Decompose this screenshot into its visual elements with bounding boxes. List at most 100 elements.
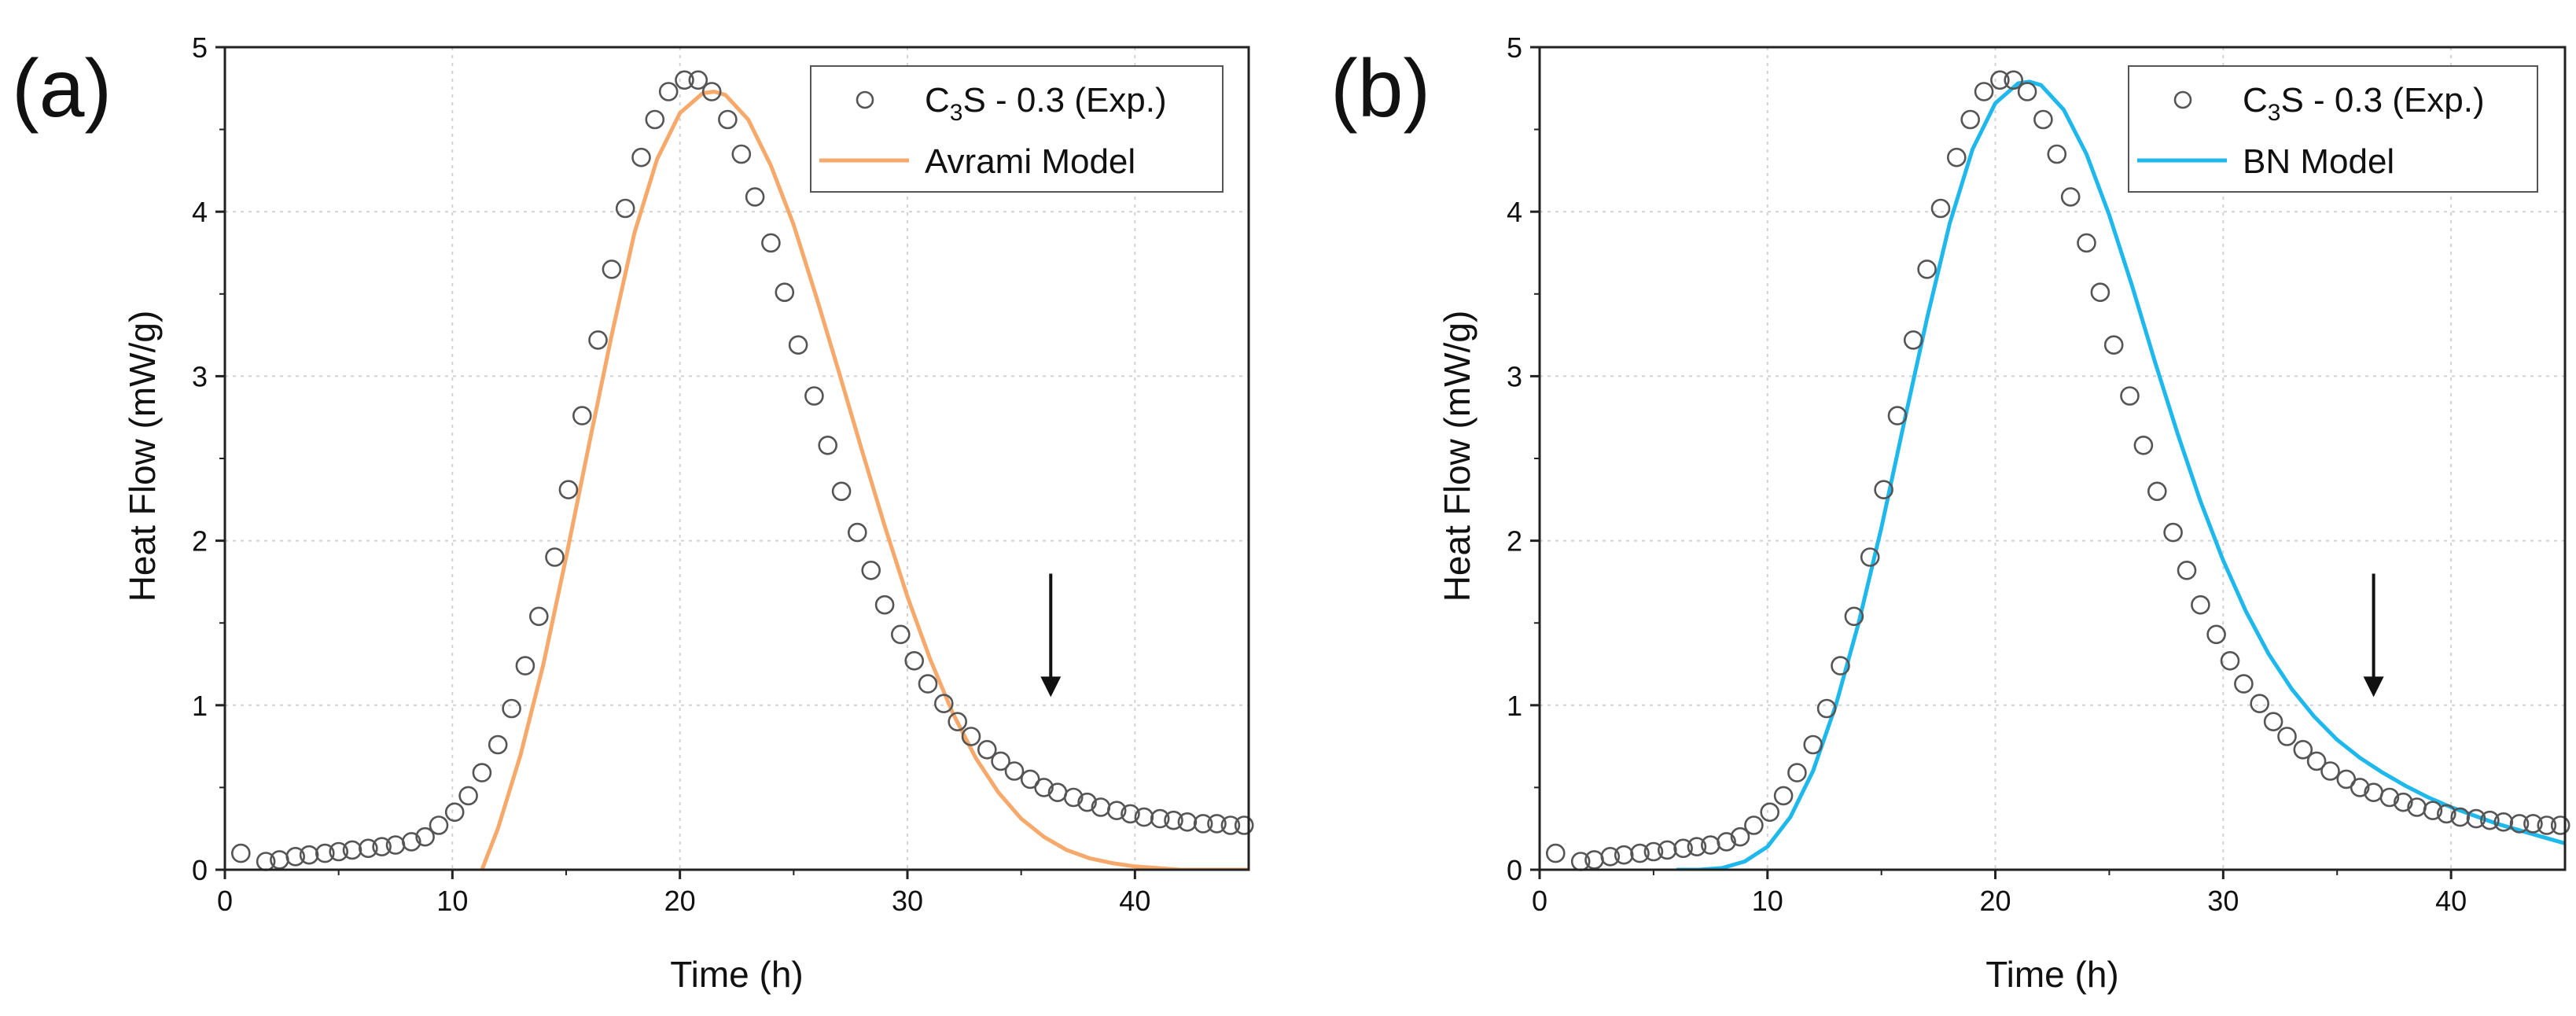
data-point: [2220, 650, 2240, 671]
arrow-annotation-b: [2363, 573, 2384, 698]
data-point: [2437, 804, 2456, 824]
panel-a: (a) 0 10 20 30 40 0 1 2 3 4 5 Time (h) Heat Flow (…: [12, 31, 1254, 995]
data-point: [1860, 547, 1880, 567]
data-point: [2103, 335, 2124, 355]
data-point: [1917, 260, 1937, 279]
data-point: [731, 144, 752, 164]
legend-b: C3S - 0.3 (Exp.) BN Model: [2128, 65, 2538, 193]
data-point: [602, 260, 622, 279]
data-point: [1974, 82, 1994, 101]
legend-box-b: [2128, 65, 2538, 193]
legend-exp-marker-b: [2173, 90, 2192, 109]
legend-exp-rest: S - 0.3 (Exp.): [962, 81, 1166, 120]
data-point: [2537, 815, 2557, 835]
legend-exp-rest: S - 0.3 (Exp.): [2280, 81, 2484, 120]
model-curve-b: [1676, 79, 2565, 870]
data-point: [2394, 792, 2413, 812]
data-point: [761, 233, 781, 253]
data-point: [358, 838, 378, 859]
exp-points-a: [230, 70, 1254, 871]
data-point: [874, 595, 895, 615]
data-point: [2523, 814, 2543, 834]
legend-exp-subscript: 3: [2268, 100, 2281, 126]
x-axis-title-b: Time (h): [1985, 954, 2119, 995]
data-point: [804, 386, 824, 406]
data-point: [1207, 814, 1227, 834]
data-point: [1730, 826, 1750, 847]
data-point: [444, 802, 465, 823]
data-point: [472, 763, 492, 782]
x-tick-label: 40: [2435, 885, 2467, 917]
data-point: [1903, 330, 1923, 350]
data-point: [2293, 739, 2313, 760]
data-point: [1234, 815, 1254, 835]
x-tick-label: 0: [1532, 885, 1547, 917]
data-point: [429, 815, 449, 835]
data-point: [2147, 481, 2167, 502]
data-point: [1004, 761, 1025, 781]
data-point: [230, 843, 251, 863]
data-point: [2120, 386, 2140, 406]
legend-model-label-b: BN Model: [2243, 142, 2394, 181]
x-tick-label: 40: [1119, 885, 1150, 917]
data-point: [342, 840, 362, 860]
data-point: [299, 845, 319, 865]
data-point: [2047, 144, 2067, 164]
data-point: [329, 841, 349, 862]
data-point: [918, 674, 938, 694]
data-point: [1717, 832, 1736, 852]
data-point: [372, 837, 392, 856]
x-axis-title-a: Time (h): [670, 954, 804, 995]
data-point: [588, 330, 608, 350]
legend-exp-label-b: C3S - 0.3 (Exp.): [2243, 81, 2485, 126]
data-point: [2320, 761, 2340, 781]
y-tick-label: 5: [1507, 31, 1522, 64]
legend-exp-c: C: [925, 81, 950, 120]
arrow-head: [2363, 676, 2384, 698]
y-axis-title-a: Heat Flow (mW/g): [122, 311, 163, 602]
data-point: [2480, 810, 2500, 830]
data-point: [1787, 763, 1807, 782]
data-point: [788, 335, 808, 355]
y-tick-label: 5: [192, 31, 208, 64]
data-point: [528, 606, 549, 627]
data-point: [948, 712, 967, 732]
x-tick-label: 20: [1980, 885, 2011, 917]
data-point: [401, 832, 421, 852]
data-point: [848, 522, 867, 543]
y-tick-label: 3: [192, 360, 208, 392]
data-point: [2350, 778, 2370, 797]
data-point: [502, 698, 521, 719]
data-point: [1658, 840, 1677, 860]
data-point: [631, 147, 651, 167]
data-point: [658, 82, 679, 101]
data-point: [1874, 480, 1893, 500]
data-point: [1150, 808, 1170, 829]
panel-b: (b) 0 10 20 30 40 0 1 2 3 4 5 Time (h) Heat Flow (…: [1330, 31, 2570, 995]
y-axis-title-b: Heat Flow (mW/g): [1437, 311, 1478, 602]
x-tick-label: 0: [217, 885, 233, 917]
data-point: [2450, 807, 2470, 827]
legend-box-a: [810, 65, 1224, 193]
data-point: [818, 435, 837, 455]
y-tick-label: 2: [1507, 525, 1522, 558]
data-point: [2077, 233, 2096, 253]
y-tick-label: 0: [1507, 854, 1522, 886]
data-point: [1773, 786, 1794, 806]
data-point: [2466, 808, 2486, 829]
model-curve-a: [480, 90, 1249, 870]
y-tick-label: 3: [1507, 360, 1522, 392]
data-point: [1164, 810, 1183, 830]
arrow-head: [1040, 676, 1062, 698]
data-point: [2090, 282, 2110, 303]
data-point: [701, 82, 722, 101]
exp-points-b: [1546, 70, 2570, 871]
panel-label-b: (b): [1330, 43, 1430, 134]
data-point: [934, 694, 954, 714]
data-point: [1121, 804, 1140, 824]
x-tick-label: 30: [892, 885, 923, 917]
data-point: [2177, 560, 2197, 580]
data-point: [1614, 845, 1634, 865]
data-point: [415, 826, 435, 847]
ticks-b: 0 10 20 30 40 0 1 2 3 4 5: [1507, 31, 2467, 917]
